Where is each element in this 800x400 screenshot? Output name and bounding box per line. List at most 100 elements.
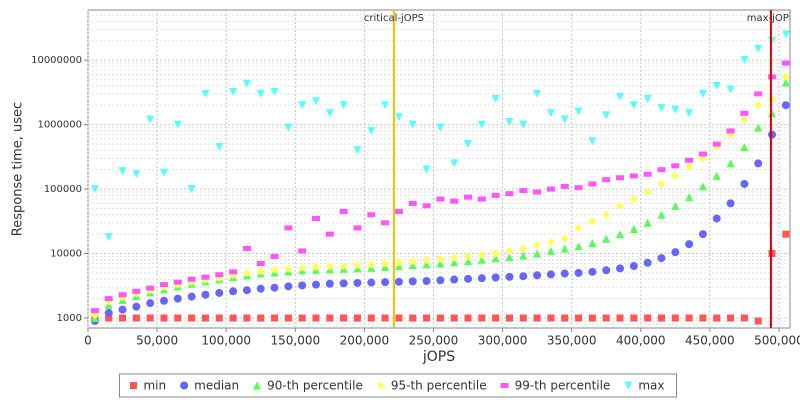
point [588, 267, 597, 276]
point [754, 159, 763, 168]
legend-frame [118, 373, 678, 398]
point [408, 277, 417, 286]
point [215, 314, 223, 322]
point [726, 128, 735, 134]
point [588, 216, 597, 225]
point [698, 89, 707, 98]
point [450, 198, 459, 204]
point [575, 314, 583, 322]
point [657, 104, 666, 113]
point [312, 215, 321, 221]
point [339, 279, 348, 288]
point [754, 123, 763, 132]
point [602, 314, 610, 322]
point [173, 279, 182, 285]
point [685, 109, 694, 118]
point [325, 279, 334, 288]
point [450, 253, 459, 262]
point [602, 210, 611, 219]
point [298, 101, 307, 110]
point [90, 311, 99, 320]
point [270, 254, 279, 260]
reference-label: max-jOPS [747, 13, 795, 24]
point [698, 182, 707, 191]
point [464, 274, 473, 283]
point [781, 60, 790, 66]
point [188, 314, 196, 322]
point [657, 254, 666, 263]
point [740, 142, 749, 151]
reference-label: critical-jOPS [364, 13, 424, 24]
point [229, 314, 237, 322]
point [367, 260, 376, 269]
point [257, 314, 265, 322]
point [271, 314, 279, 322]
point [394, 258, 403, 267]
point [423, 314, 431, 322]
point [298, 281, 307, 290]
point [132, 170, 141, 179]
point [616, 230, 625, 239]
point [242, 245, 251, 251]
point [616, 314, 624, 322]
legend-label: median [194, 379, 239, 393]
point [505, 117, 514, 126]
point [754, 317, 762, 325]
point [132, 288, 141, 294]
point [464, 140, 473, 149]
point [685, 163, 694, 172]
point [505, 191, 514, 197]
point [781, 101, 790, 110]
point [381, 259, 390, 268]
point [768, 250, 776, 258]
point [685, 193, 694, 202]
point [644, 314, 652, 322]
point [312, 262, 321, 271]
point [505, 314, 513, 322]
point [546, 246, 555, 255]
point [312, 97, 321, 106]
point [422, 165, 431, 174]
point [146, 115, 155, 124]
point [740, 314, 748, 322]
legend-item: 90-th percentile [253, 379, 363, 393]
point [367, 212, 376, 218]
point [740, 56, 749, 65]
point [698, 151, 707, 157]
point [353, 261, 362, 270]
y-axis-label: Response time, usec [11, 102, 26, 236]
point [215, 142, 224, 151]
point [340, 314, 348, 322]
point [229, 88, 238, 97]
point [408, 257, 417, 266]
point [104, 233, 113, 242]
y-tick-label: 1000 [57, 313, 82, 324]
x-tick-label: 200,000 [340, 334, 390, 348]
point [477, 120, 486, 129]
point [624, 381, 633, 390]
point [408, 120, 417, 129]
point [118, 167, 127, 176]
point [643, 188, 652, 197]
point [782, 230, 790, 238]
point [436, 255, 445, 264]
point [422, 277, 431, 286]
point [229, 269, 238, 275]
point [395, 314, 403, 322]
point [712, 81, 721, 90]
point [325, 231, 334, 237]
point [422, 203, 431, 209]
point [132, 302, 141, 311]
point [284, 225, 293, 231]
point [215, 288, 224, 297]
point [436, 314, 444, 322]
point [187, 185, 196, 194]
point [201, 89, 210, 98]
legend-item: 99-th percentile [500, 379, 610, 393]
point [781, 72, 790, 81]
point [298, 314, 306, 322]
point [242, 268, 251, 277]
point [270, 283, 279, 292]
point [270, 88, 279, 97]
point [422, 256, 431, 265]
